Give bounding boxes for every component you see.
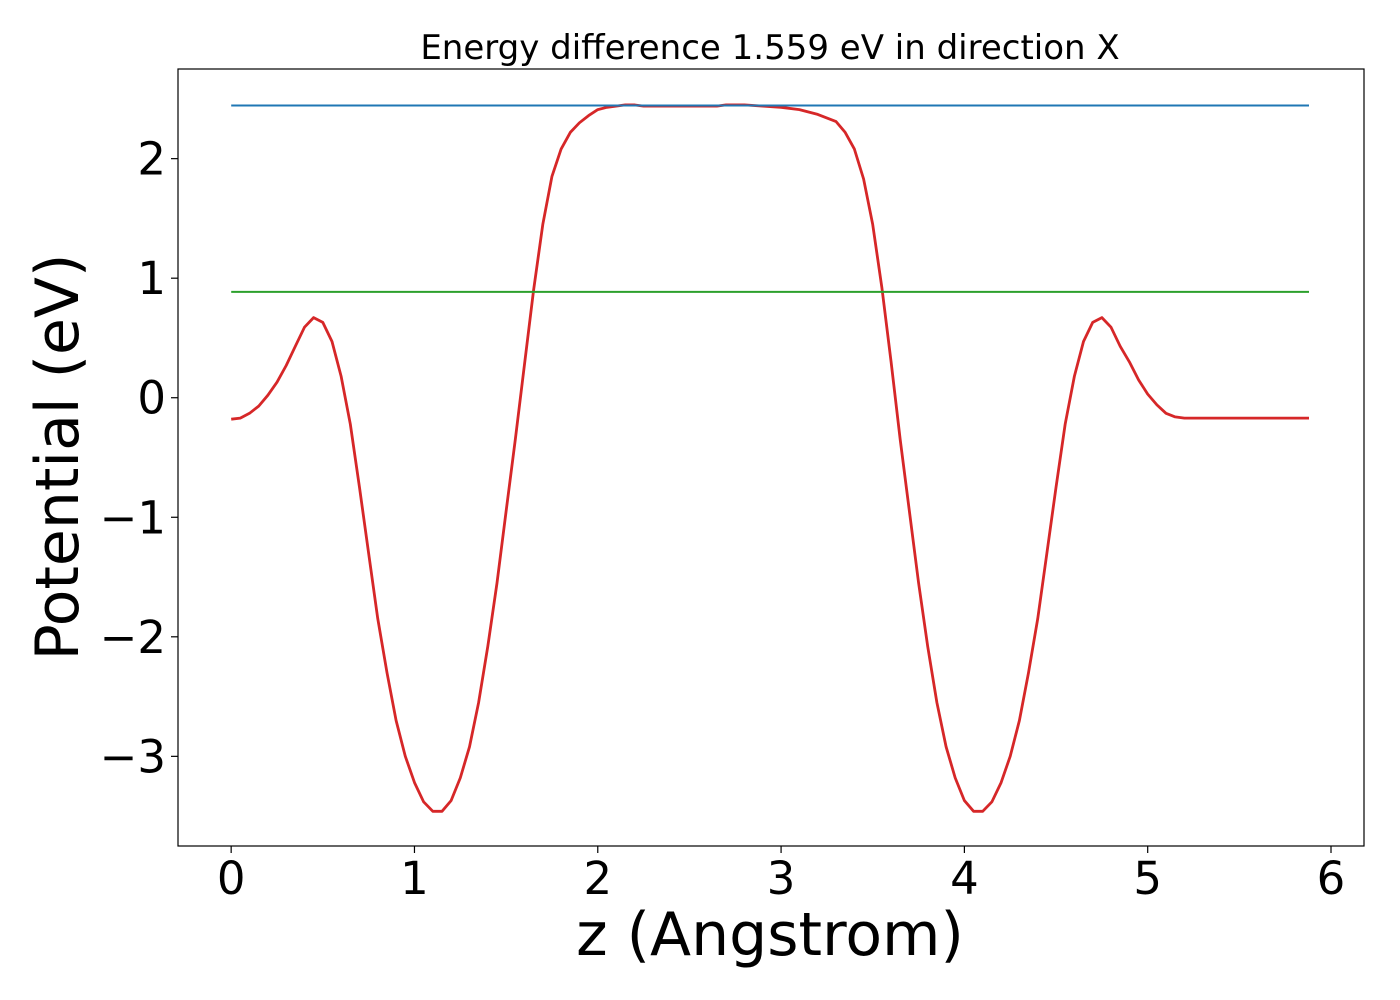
- plot-frame: [177, 68, 1365, 847]
- x-tick-label: 1: [400, 852, 429, 905]
- y-tick-label: 1: [137, 252, 166, 305]
- x-axis-ticks: 0 1 2 3 4 5 6: [217, 846, 1345, 905]
- x-tick-label: 5: [1133, 852, 1162, 905]
- y-axis-ticks: −3 −2 −1 0 1 2: [100, 133, 178, 783]
- x-tick-label: 3: [767, 852, 796, 905]
- y-tick-label: 0: [137, 372, 166, 425]
- series-layer: [231, 103, 1309, 813]
- y-tick-label: −3: [100, 730, 166, 783]
- y-axis-label: Potential (eV): [23, 254, 93, 661]
- y-tick-label: 2: [137, 133, 166, 186]
- chart-title: Energy difference 1.559 eV in direction …: [420, 28, 1119, 68]
- x-tick-label: 0: [217, 852, 246, 905]
- x-tick-label: 4: [950, 852, 979, 905]
- plot-area: [177, 68, 1365, 847]
- x-tick-label: 2: [583, 852, 612, 905]
- x-axis-label: z (Angstrom): [576, 900, 964, 970]
- y-tick-label: −1: [100, 491, 166, 544]
- potential-line: [231, 103, 1309, 813]
- y-tick-label: −2: [100, 611, 166, 664]
- x-tick-label: 6: [1317, 852, 1346, 905]
